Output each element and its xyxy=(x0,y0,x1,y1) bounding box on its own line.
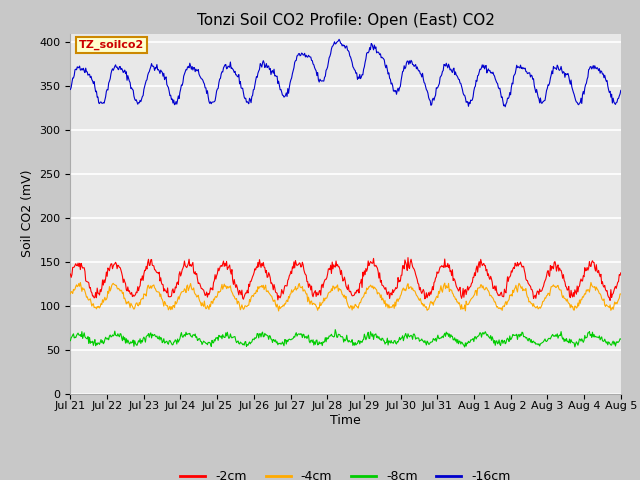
X-axis label: Time: Time xyxy=(330,414,361,427)
Title: Tonzi Soil CO2 Profile: Open (East) CO2: Tonzi Soil CO2 Profile: Open (East) CO2 xyxy=(196,13,495,28)
Y-axis label: Soil CO2 (mV): Soil CO2 (mV) xyxy=(21,170,34,257)
Legend: -2cm, -4cm, -8cm, -16cm: -2cm, -4cm, -8cm, -16cm xyxy=(175,465,516,480)
Text: TZ_soilco2: TZ_soilco2 xyxy=(79,40,144,50)
